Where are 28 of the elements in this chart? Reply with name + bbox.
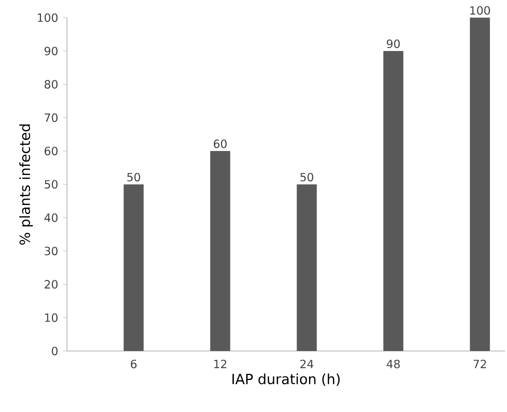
data-label: 50 (127, 172, 140, 182)
bar (210, 151, 230, 351)
x-tick-label: 24 (300, 360, 314, 368)
x-tick-label: 12 (214, 360, 226, 368)
data-label: 50 (300, 172, 314, 182)
y-tick-label: 20 (44, 280, 58, 289)
x-axis-title: IAP duration (h) (232, 373, 340, 386)
bar (124, 184, 144, 351)
y-tick-label: 50 (44, 180, 58, 189)
data-label: 100 (470, 6, 490, 15)
y-tick-label: 80 (44, 80, 58, 89)
y-axis-title: % plants infected (19, 124, 33, 245)
bar (383, 51, 404, 351)
bar (296, 184, 317, 351)
x-tick-label: 48 (386, 360, 400, 368)
x-tick-label: 6 (130, 360, 137, 368)
y-tick-label: 40 (44, 213, 58, 222)
y-tick-label: 0 (52, 346, 58, 356)
y-tick-label: 100 (38, 13, 58, 22)
x-tick-label: 72 (474, 360, 486, 368)
data-label: 90 (386, 40, 400, 48)
y-tick-label: 30 (44, 246, 58, 256)
y-tick-label: 70 (44, 113, 58, 122)
y-tick-label: 10 (45, 313, 58, 322)
y-tick-label: 90 (44, 46, 58, 56)
bar (470, 18, 490, 351)
data-label: 60 (214, 140, 227, 148)
y-tick-label: 60 (44, 146, 58, 156)
